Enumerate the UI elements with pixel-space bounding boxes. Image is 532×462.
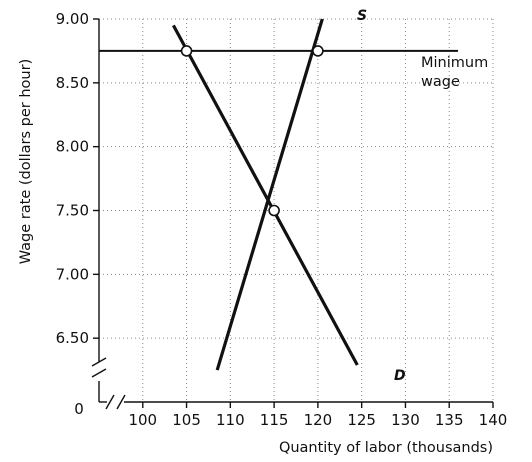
y-tick-label: 7.00 [56, 265, 89, 283]
intersection-point [180, 45, 193, 57]
origin-label: 0 [74, 400, 84, 418]
x-tick-label: 110 [216, 411, 245, 429]
intersection-points [180, 45, 324, 217]
x-axis-break [116, 394, 126, 410]
series-line-d [171, 24, 359, 366]
demand-curve-label: D [394, 368, 406, 384]
y-tick-label: 9.00 [56, 10, 89, 28]
y-tick-label: 8.50 [56, 74, 89, 92]
grid-lines [99, 18, 494, 402]
series-line-s [215, 18, 324, 371]
x-tick-label: 105 [172, 411, 201, 429]
minimum-wage-label: Minimum wage [421, 55, 488, 90]
x-tick-label: 120 [304, 411, 333, 429]
y-tick-label: 8.00 [56, 138, 89, 156]
y-axis-break [91, 357, 107, 367]
y-tick-label: 7.50 [56, 202, 89, 220]
chart-labels: 100 105 110 115 120 125 130 135 140 6.50 7.00 7.50 8… [18, 8, 507, 456]
axes [91, 18, 494, 410]
y-tick-label: 6.50 [56, 329, 89, 347]
x-tick-label: 140 [479, 411, 508, 429]
intersection-point [312, 45, 324, 57]
x-axis-label: Quantity of labor (thousands) [279, 440, 493, 456]
x-tick-label: 135 [435, 411, 464, 429]
x-tick-label: 115 [260, 411, 289, 429]
x-tick-label: 125 [347, 411, 376, 429]
supply-curve-label: S [357, 8, 367, 24]
minimum-wage-label-line: wage [421, 74, 460, 90]
x-axis-break [105, 394, 115, 410]
x-tick-label: 100 [128, 411, 157, 429]
intersection-point [268, 204, 280, 217]
y-axis-label: Wage rate (dollars per hour) [18, 59, 34, 264]
minimum-wage-label-line: Minimum [421, 55, 488, 71]
x-tick-label: 130 [391, 411, 420, 429]
series-lines [171, 18, 359, 371]
y-axis-break [91, 368, 107, 378]
